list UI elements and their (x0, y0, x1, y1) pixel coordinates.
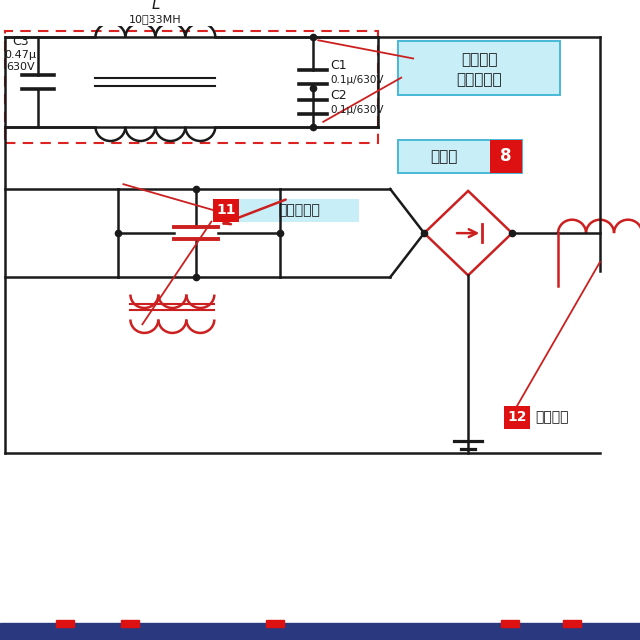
Text: L: L (151, 0, 159, 12)
Bar (501, 620, 519, 627)
Text: 630V: 630V (6, 62, 35, 72)
Text: C1: C1 (330, 59, 347, 72)
Bar (504, 406, 530, 429)
Text: 与电抗器: 与电抗器 (461, 52, 497, 68)
FancyBboxPatch shape (398, 41, 560, 95)
Bar (563, 620, 581, 627)
Text: 12: 12 (508, 410, 527, 424)
Bar (490, 140, 522, 173)
Text: 电感线圈: 电感线圈 (535, 410, 568, 424)
Text: C2: C2 (330, 89, 347, 102)
Text: C3: C3 (12, 35, 29, 48)
Text: 0.47μ: 0.47μ (4, 51, 36, 61)
Text: 10～33MH: 10～33MH (129, 14, 182, 24)
Text: 0.1μ/630V: 0.1μ/630V (330, 105, 384, 115)
Bar (213, 198, 239, 221)
Text: 11: 11 (216, 203, 236, 217)
Text: 滤波器: 滤波器 (431, 149, 458, 164)
Text: 相连的引线: 相连的引线 (456, 72, 502, 88)
FancyBboxPatch shape (398, 140, 522, 173)
Text: 8: 8 (500, 147, 512, 165)
Bar (122, 620, 140, 627)
Text: 0.1μ/630V: 0.1μ/630V (330, 75, 384, 85)
Bar (1, 623, 640, 640)
FancyBboxPatch shape (239, 198, 359, 221)
Bar (266, 620, 284, 627)
Bar (56, 620, 74, 627)
Text: 桥式整流堆: 桥式整流堆 (278, 203, 320, 217)
